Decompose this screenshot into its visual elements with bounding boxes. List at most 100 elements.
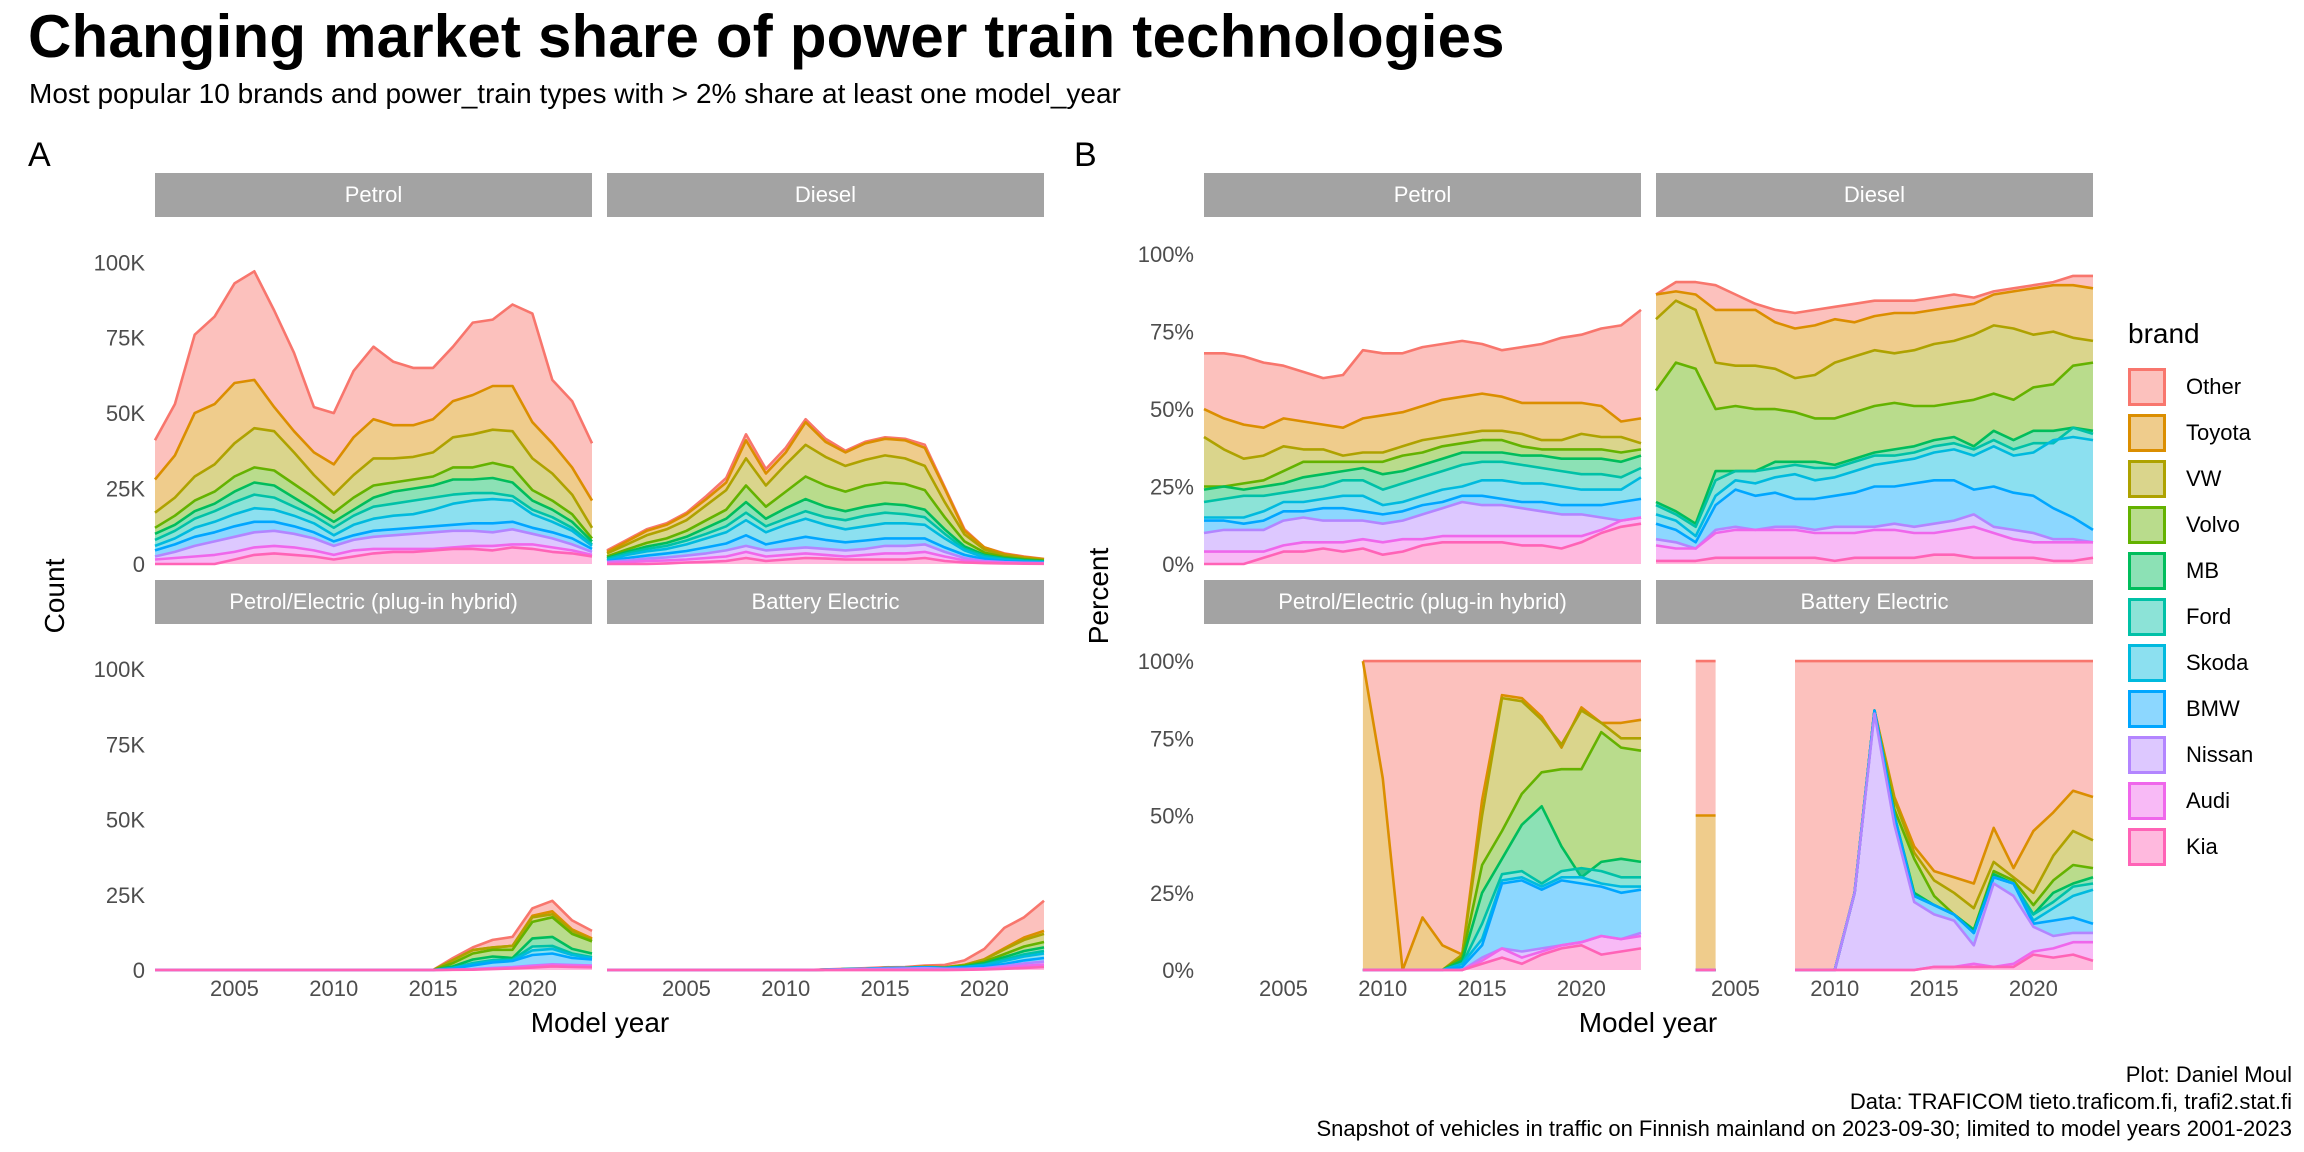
chart-a-petrol-electric-plug-in-hybrid-strip	[155, 580, 592, 624]
chart-a-battery-electric-x-tick-label: 2020	[960, 976, 1009, 1001]
chart-b-diesel-line-vw	[1655, 299, 2094, 380]
chart-b-petrol-line-vw	[1203, 429, 1642, 460]
chart-a-diesel-area-skoda	[607, 518, 1044, 563]
chart-a-petrol-electric-plug-in-hybrid-strip-label: Petrol/Electric (plug-in hybrid)	[229, 589, 518, 614]
chart-b-battery-electric-line-kia-2	[1795, 953, 2094, 972]
chart-b-petrol-electric-plug-in-hybrid-y-tick-label: 50%	[1150, 804, 1194, 829]
chart-a-x-axis-title: Model year	[531, 1007, 670, 1038]
chart-a-petrol-y-tick-label: 50K	[106, 401, 145, 426]
chart-b-diesel-area-toyota	[1656, 285, 2093, 379]
chart-b-petrol-line-ford	[1203, 460, 1642, 504]
chart-a-diesel-line-ford	[606, 509, 1045, 563]
chart-a-petrol-line-other	[153, 270, 594, 444]
chart-a-petrol-electric-plug-in-hybrid-y-tick-label: 75K	[106, 732, 145, 757]
chart-b-diesel-line-other	[1655, 274, 2093, 315]
chart-a-petrol-line-audi	[154, 543, 593, 561]
legend-item-nissan: Nissan	[2128, 732, 2253, 778]
caption-data-source: Data: TRAFICOM tieto.traficom.fi, trafi2…	[1849, 1089, 2292, 1114]
chart-b-battery-electric-area-toyota-2	[1795, 710, 2093, 970]
legend-key-toyota	[2128, 414, 2166, 452]
chart-b-petrol-y-tick-label: 100%	[1138, 242, 1194, 267]
chart-a-diesel-strip-label: Diesel	[795, 182, 856, 207]
chart-b-petrol-strip-label: Petrol	[1394, 182, 1451, 207]
chart-b-diesel-area-audi	[1656, 526, 2093, 561]
legend-label-vw: VW	[2186, 466, 2222, 491]
legend-label-toyota: Toyota	[2186, 420, 2251, 445]
chart-b-diesel-area-kia	[1656, 554, 2093, 564]
chart-a-petrol-electric-plug-in-hybrid-area-bmw	[155, 953, 592, 970]
chart-a-petrol-electric-plug-in-hybrid-x-tick-label: 2005	[210, 976, 259, 1001]
legend-label-volvo: Volvo	[2186, 512, 2240, 537]
legend-label-bmw: BMW	[2186, 696, 2240, 721]
chart-b-petrol-electric-plug-in-hybrid-y-tick-label: 100%	[1138, 649, 1194, 674]
chart-a-petrol-line-vw	[154, 426, 594, 529]
chart-b-diesel-area-volvo	[1656, 362, 2093, 524]
chart-a-petrol-y-tick-label: 100K	[94, 250, 146, 275]
chart-a-petrol-electric-plug-in-hybrid-line-kia	[155, 965, 593, 972]
chart-b-petrol-line-nissan	[1203, 500, 1642, 535]
chart-a-battery-electric-strip-label: Battery Electric	[752, 589, 900, 614]
chart-a-petrol-electric-plug-in-hybrid-y-tick-label: 50K	[106, 808, 145, 833]
chart-b-petrol-y-tick-label: 75%	[1150, 320, 1194, 345]
chart-b-petrol-line-other	[1204, 308, 1642, 380]
chart-b-petrol-electric-plug-in-hybrid-strip	[1204, 580, 1641, 624]
legend-item-mb: MB	[2128, 548, 2253, 594]
chart-b-diesel-line-skoda	[1655, 435, 2094, 538]
chart-b-petrol-electric-plug-in-hybrid-x-tick-label: 2020	[1557, 976, 1606, 1001]
chart-b-petrol-line-toyota	[1203, 392, 1642, 429]
chart-a-battery-electric-line-kia	[607, 965, 1045, 972]
chart-a-diesel-line-kia	[607, 556, 1045, 566]
chart-a-diesel-line-nissan	[606, 543, 1045, 565]
chart-b-diesel-area-nissan	[1656, 514, 2093, 549]
chart-a-diesel-line-skoda	[606, 517, 1045, 564]
chart-b-battery-electric-area-other-1	[1695, 661, 1716, 816]
legend-label-nissan: Nissan	[2186, 742, 2254, 767]
chart-b-petrol-electric-plug-in-hybrid-x-tick-label: 2015	[1458, 976, 1507, 1001]
chart-a-petrol-line-kia	[155, 546, 593, 566]
chart-b-petrol-area-toyota	[1204, 393, 1641, 459]
caption-snapshot-note: Snapshot of vehicles in traffic on Finni…	[1316, 1116, 2292, 1141]
chart-a-petrol-electric-plug-in-hybrid-area-mb	[155, 936, 592, 970]
chart-b-battery-electric-line-nissan-2	[1795, 712, 2093, 972]
legend: brand Other Toyota VW Volvo MB Ford Skoda BMW Ni…	[2128, 318, 2253, 870]
chart-a-battery-electric-x-tick-label: 2005	[662, 976, 711, 1001]
chart-b-y-axis-title: Percent	[1083, 548, 1114, 645]
chart-b-petrol-area-kia	[1204, 523, 1641, 564]
legend-key-nissan	[2128, 736, 2166, 774]
chart-a-petrol-electric-plug-in-hybrid-y-tick-label: 100K	[94, 657, 146, 682]
chart-a-diesel-area-vw	[607, 444, 1044, 561]
chart-a-petrol-area-vw	[155, 428, 592, 539]
chart-b-petrol-y-tick-label: 0%	[1162, 552, 1194, 577]
legend-item-audi: Audi	[2128, 778, 2253, 824]
chart-a-petrol-area-toyota	[155, 379, 592, 528]
chart-a-diesel-line-bmw	[606, 534, 1045, 564]
chart-a-petrol-electric-plug-in-hybrid-y-tick-label: 25K	[106, 883, 145, 908]
chart-b-petrol-area-vw	[1204, 430, 1641, 487]
chart-b-petrol-electric-plug-in-hybrid-area-toyota	[1362, 661, 1641, 970]
chart-b-petrol-electric-plug-in-hybrid-area-ford	[1362, 868, 1641, 970]
chart-b-petrol-electric-plug-in-hybrid-strip-label: Petrol/Electric (plug-in hybrid)	[1278, 589, 1567, 614]
chart-a-petrol-area-nissan	[155, 529, 592, 560]
chart-a-petrol-electric-plug-in-hybrid-y-tick-label: 0	[133, 958, 145, 983]
chart-b-petrol-line-audi	[1204, 516, 1642, 553]
chart-b-diesel-strip-label: Diesel	[1844, 182, 1905, 207]
chart-b-petrol-electric-plug-in-hybrid-x-tick-label: 2010	[1358, 976, 1407, 1001]
chart-a-y-axis-title: Count	[39, 558, 70, 633]
chart-b-diesel-strip	[1656, 173, 2093, 217]
chart-a-petrol-line-skoda	[154, 497, 593, 548]
chart-b-petrol-area-nissan	[1204, 502, 1641, 552]
chart-a-petrol-area-mb	[155, 478, 592, 545]
chart-a-petrol-y-tick-label: 0	[133, 552, 145, 577]
chart-b-battery-electric-x-tick-label: 2020	[2009, 976, 2058, 1001]
legend-key-bmw	[2128, 690, 2166, 728]
chart-a-diesel-area-mb	[607, 499, 1044, 562]
chart-a-petrol-area-kia	[155, 547, 592, 564]
chart-a-petrol-area-skoda	[155, 499, 592, 551]
chart-b-petrol-strip	[1204, 173, 1641, 217]
chart-b-diesel-area-skoda	[1656, 437, 2093, 543]
chart-b-battery-electric-x-tick-label: 2010	[1810, 976, 1859, 1001]
chart-b-petrol-electric-plug-in-hybrid-y-tick-label: 75%	[1150, 726, 1194, 751]
chart-b-petrol-area-ford	[1204, 461, 1641, 518]
chart-b-battery-electric-area-other-2	[1795, 661, 2093, 970]
